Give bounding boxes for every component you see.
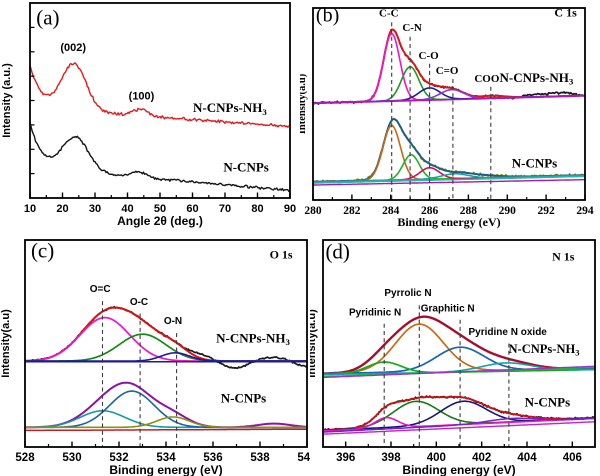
panel-d-n1s-plot: 396 398 400 402 404 406 Binding energy (eV) Int… [306, 230, 600, 476]
x-tick-label: 40 [121, 203, 133, 215]
panel-c-o1s-plot: 528 530 532 534 536 538 540 Binding energy (eV)… [0, 230, 317, 476]
annotation-label: Graphitic N [421, 303, 475, 314]
annotation-label: Pyridinic N [349, 308, 401, 319]
annotation-label: O 1s [270, 248, 293, 262]
x-tick-label: 288 [460, 205, 478, 217]
x-tick-label: 538 [250, 452, 270, 464]
x-axis-label: Binding energy (eV) [402, 463, 515, 476]
x-tick-label: 540 [297, 452, 310, 464]
x-axis-label: Binding energy (eV) [397, 215, 500, 229]
annotation-label: C 1s [554, 6, 577, 20]
x-tick-label: 286 [421, 205, 439, 217]
x-tick-label: 292 [537, 205, 555, 217]
y-axis-label: Intensity (a.u.) [1, 63, 13, 138]
x-tick-label: 30 [89, 203, 101, 215]
panel-d-svg: 396 398 400 402 404 406 Binding energy (eV) Int… [306, 230, 600, 476]
annotation-label: Pyridine N oxide [469, 327, 548, 338]
x-tick-label: 532 [109, 452, 128, 464]
x-tick-label: 50 [154, 203, 166, 215]
x-axis-label: Binding energy (eV) [109, 463, 222, 476]
x-tick-label: 60 [186, 203, 198, 215]
annotation-label: N-CNPs-NH3 [193, 100, 267, 117]
curve-nh3-baseline [313, 95, 585, 105]
x-tick-label: 284 [382, 205, 400, 217]
annotation-label: C-C [379, 8, 399, 20]
x-tick-label: 396 [336, 452, 355, 464]
annotation-label: N-CNPs-NH3 [216, 331, 290, 348]
curve-ncnps-baseline-magenta [323, 421, 595, 435]
curve-ncnps-envelope [323, 395, 595, 431]
annotation-label: O-C [130, 297, 148, 308]
x-tick-label: 402 [472, 452, 491, 464]
panel-background [0, 230, 310, 476]
annotation-label: (c) [31, 239, 54, 263]
x-tick-label: 280 [304, 205, 322, 217]
curve-nh3-baseline-violet [323, 365, 595, 379]
annotation-label: C=O [436, 65, 459, 77]
annotation-label: N-CNPs [525, 395, 571, 410]
panel-a-xrd-plot: 10 20 30 40 50 60 70 80 90 Angle 2θ (deg.) Intensi… [0, 0, 300, 230]
y-axis-label: Intensity(a.u) [310, 309, 318, 378]
annotation-label: N-CNPs [221, 391, 267, 406]
annotation-label: N-CNPs-NH3 [500, 70, 574, 87]
curve-ncnps-c2o-peak [313, 173, 585, 183]
x-tick-label: 70 [219, 203, 231, 215]
curve-ncnps-envelope [25, 381, 307, 429]
x-tick-label: 290 [499, 205, 517, 217]
annotation-label: O-N [164, 316, 182, 327]
x-tick-label: 80 [251, 203, 263, 215]
curve-n-cnps-xrd [30, 122, 290, 193]
x-tick-label: 404 [517, 452, 537, 464]
panel-background [310, 230, 600, 476]
panel-a-svg: 10 20 30 40 50 60 70 80 90 Angle 2θ (deg.) Intensi… [0, 0, 300, 230]
curve-ncnps-baseline [25, 428, 307, 432]
annotation-label: (a) [36, 5, 59, 29]
annotation-label: COO [474, 73, 500, 85]
annotation-label: N-CNPs-NH3 [509, 342, 580, 358]
panel-b-svg: 280 282 284 286 288 290 292 294 Binding energy (… [297, 0, 600, 230]
x-axis-label: Angle 2θ (deg.) [117, 214, 203, 228]
annotation-label: N-CNPs [223, 160, 269, 175]
x-tick-label: 10 [24, 203, 36, 215]
annotation-label: N-CNPs [512, 155, 558, 170]
x-tick-label: 530 [62, 452, 81, 464]
x-tick-label: 400 [427, 452, 446, 464]
x-tick-label: 534 [156, 452, 176, 464]
annotation-label: Pyrrolic N [384, 288, 431, 299]
annotation-label: (b) [316, 4, 339, 26]
y-axis-label: Intensity(a.u) [0, 309, 12, 378]
annotation-label: (d) [325, 240, 350, 264]
panel-background [300, 0, 600, 230]
x-tick-label: 406 [563, 452, 582, 464]
x-tick-label: 20 [56, 203, 68, 215]
x-tick-label: 282 [343, 205, 361, 217]
curve-ncnps-baseline-purple [313, 178, 585, 186]
curve-n-cnps-nh3-xrd [30, 62, 290, 128]
x-tick-label: 528 [15, 452, 35, 464]
x-tick-label: 536 [203, 452, 222, 464]
annotation-label: C-N [402, 22, 422, 34]
x-tick-label: 398 [381, 452, 401, 464]
curve-ncnps-on-peak [25, 416, 307, 429]
y-axis-label: Intensity(a.u) [300, 73, 308, 134]
annotation-label: (100) [129, 91, 155, 103]
annotation-label: N 1s [552, 250, 575, 264]
curve-ncnps-oxide-line [323, 417, 595, 433]
annotation-label: O=C [90, 284, 111, 295]
panel-b-c1s-plot: 280 282 284 286 288 290 292 294 Binding energy (… [297, 0, 600, 230]
curve-ncnps-baseline-cyan [313, 175, 585, 184]
annotation-label: C-O [419, 50, 440, 62]
x-tick-label: 90 [284, 203, 296, 215]
panel-c-svg: 528 530 532 534 536 538 540 Binding energy (eV)… [0, 230, 317, 476]
x-tick-label: 294 [576, 205, 594, 217]
annotation-label: (002) [60, 42, 86, 54]
